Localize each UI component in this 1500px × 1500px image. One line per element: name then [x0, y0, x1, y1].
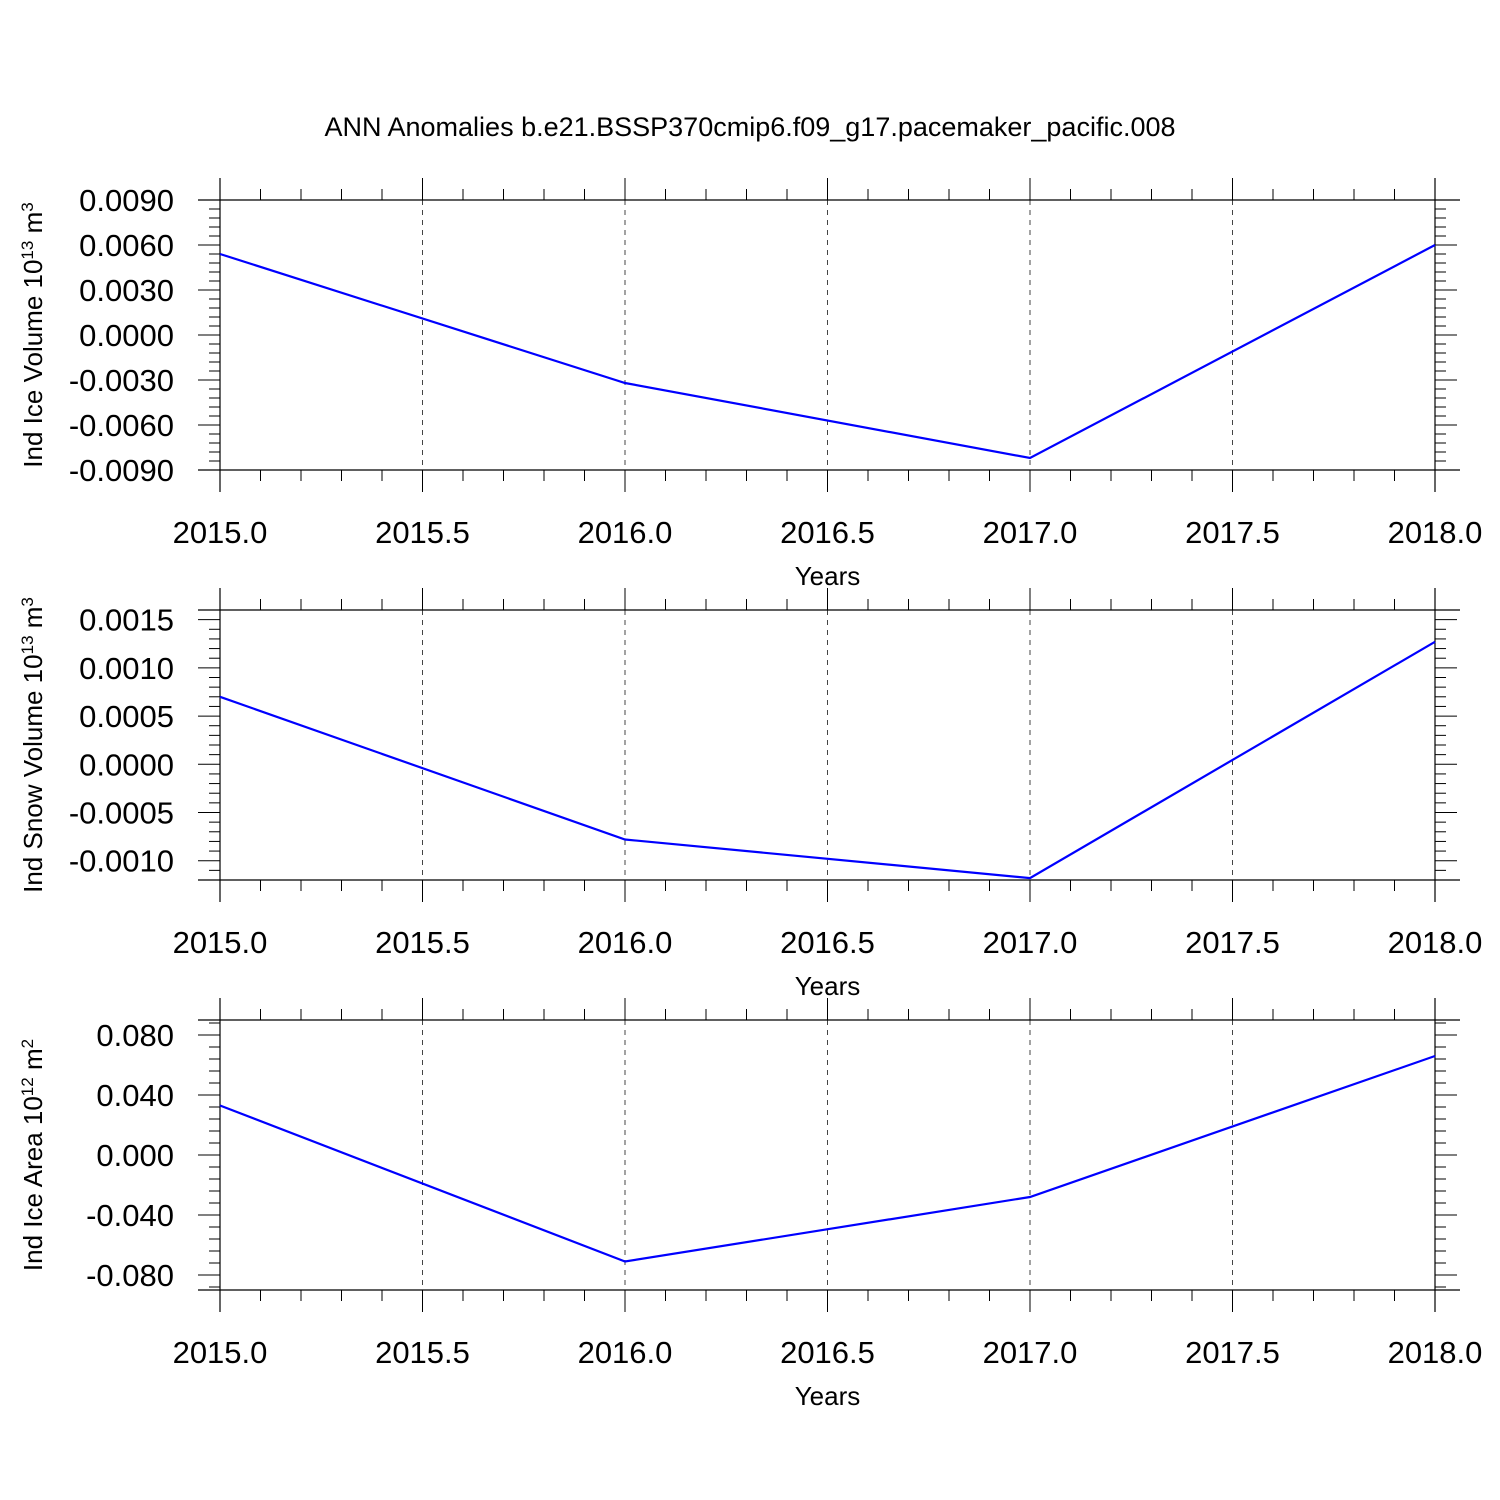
panel-1: 2015.0 2015.5 2016.0 2016.5 2017.0 2017.5 2018…	[18, 178, 1483, 591]
y-tick-label: -0.0090	[69, 453, 174, 488]
x-tick-label: 2016.5	[780, 925, 875, 960]
x-tick-label: 2018.0	[1388, 515, 1483, 550]
x-tick-label: 2016.0	[578, 1335, 673, 1370]
y-tick-label: -0.0005	[69, 796, 174, 831]
y-tick-label: -0.040	[86, 1198, 174, 1233]
x-tick-label: 2016.0	[578, 925, 673, 960]
y-tick-label: 0.0060	[79, 228, 174, 263]
x-tick-label: 2016.0	[578, 515, 673, 550]
y-axis-label: Ind Snow Volume 1013 m3	[18, 597, 49, 893]
y-tick-label: 0.000	[96, 1138, 174, 1173]
y-tick-label: 0.0090	[79, 183, 174, 218]
y-tick-label: 0.080	[96, 1018, 174, 1053]
x-tick-label: 2015.5	[375, 925, 470, 960]
x-tick-label: 2017.0	[983, 515, 1078, 550]
x-axis-label: Years	[795, 561, 861, 591]
x-tick-label: 2015.0	[173, 1335, 268, 1370]
y-tick-label: 0.0010	[79, 651, 174, 686]
x-tick-label: 2015.5	[375, 1335, 470, 1370]
x-tick-label: 2017.5	[1185, 925, 1280, 960]
x-axis-label: Years	[795, 971, 861, 1001]
x-tick-label: 2015.5	[375, 515, 470, 550]
panel-3: 2015.0 2015.5 2016.0 2016.5 2017.0 2017.5 2018…	[18, 998, 1483, 1411]
y-tick-label: 0.0000	[79, 318, 174, 353]
y-tick-label: -0.0060	[69, 408, 174, 443]
y-tick-label: 0.0000	[79, 747, 174, 782]
x-axis-label: Years	[795, 1381, 861, 1411]
x-tick-label: 2018.0	[1388, 925, 1483, 960]
y-tick-label: 0.0030	[79, 273, 174, 308]
figure-title: ANN Anomalies b.e21.BSSP370cmip6.f09_g17…	[324, 112, 1176, 142]
x-tick-label: 2017.5	[1185, 1335, 1280, 1370]
y-tick-label: -0.080	[86, 1258, 174, 1293]
x-tick-label: 2017.0	[983, 925, 1078, 960]
y-axis-label: Ind Ice Area 1012 m2	[18, 1039, 49, 1271]
x-tick-label: 2017.5	[1185, 515, 1280, 550]
panel-2: 2015.0 2015.5 2016.0 2016.5 2017.0 2017.5 2018…	[18, 588, 1483, 1001]
y-tick-label: 0.0005	[79, 699, 174, 734]
x-tick-label: 2017.0	[983, 1335, 1078, 1370]
x-tick-label: 2016.5	[780, 1335, 875, 1370]
x-tick-label: 2015.0	[173, 925, 268, 960]
series-line-1	[219, 1054, 1436, 1263]
y-tick-label: -0.0030	[69, 363, 174, 398]
series-line-1	[219, 244, 1436, 460]
series-line-1	[219, 640, 1436, 880]
x-tick-label: 2018.0	[1388, 1335, 1483, 1370]
x-tick-label: 2016.5	[780, 515, 875, 550]
y-tick-label: -0.0010	[69, 844, 174, 879]
y-axis-label: Ind Ice Volume 1013 m3	[18, 202, 49, 467]
y-tick-label: 0.0015	[79, 603, 174, 638]
y-tick-label: 0.040	[96, 1078, 174, 1113]
x-tick-label: 2015.0	[173, 515, 268, 550]
